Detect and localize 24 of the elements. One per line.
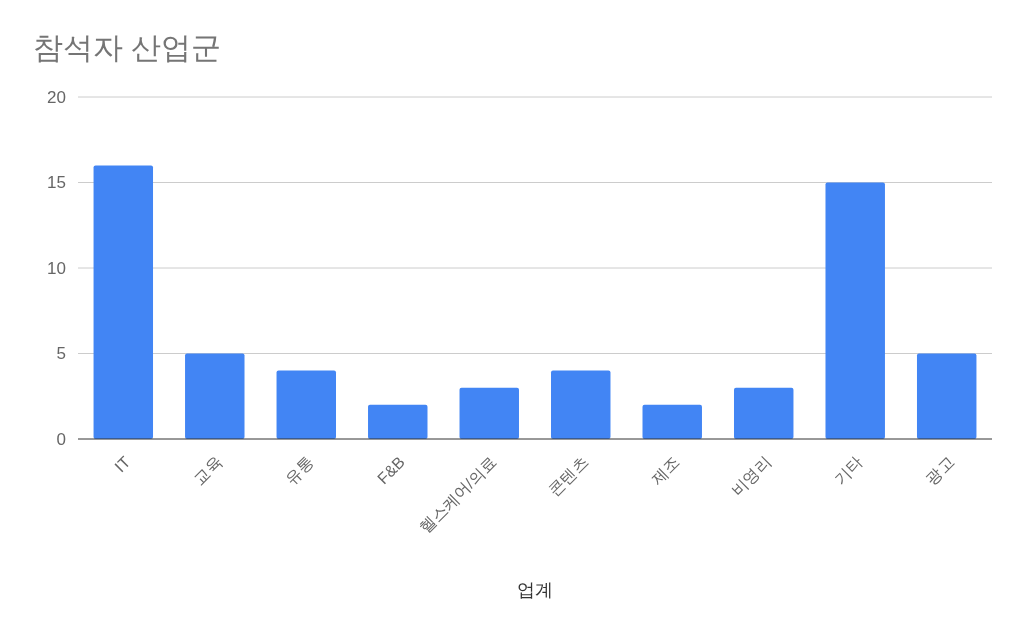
bar bbox=[825, 182, 885, 439]
bar bbox=[551, 370, 611, 439]
x-tick-label: 광고 bbox=[922, 453, 957, 488]
y-tick-label: 20 bbox=[47, 87, 66, 107]
x-axis-title: 업계 bbox=[517, 580, 553, 600]
bar bbox=[642, 404, 702, 439]
y-tick-label: 10 bbox=[47, 258, 66, 278]
y-tick-label: 0 bbox=[56, 429, 66, 449]
bar bbox=[459, 387, 519, 439]
x-tick-label: 교육 bbox=[190, 453, 226, 488]
x-tick-label: IT bbox=[111, 453, 134, 476]
bar bbox=[916, 353, 977, 439]
x-tick-label: F&B bbox=[373, 453, 409, 488]
bar bbox=[276, 370, 337, 439]
bar bbox=[733, 387, 794, 439]
bar bbox=[368, 404, 428, 439]
x-tick-label: 기타 bbox=[830, 453, 866, 488]
bar bbox=[93, 165, 154, 439]
x-tick-label: 유통 bbox=[281, 453, 317, 488]
bar bbox=[185, 353, 245, 439]
x-tick-label: 제조 bbox=[647, 453, 683, 488]
y-tick-label: 5 bbox=[56, 344, 66, 364]
chart-title: 참석자 산업군 bbox=[33, 31, 222, 64]
y-tick-label: 15 bbox=[47, 173, 66, 193]
